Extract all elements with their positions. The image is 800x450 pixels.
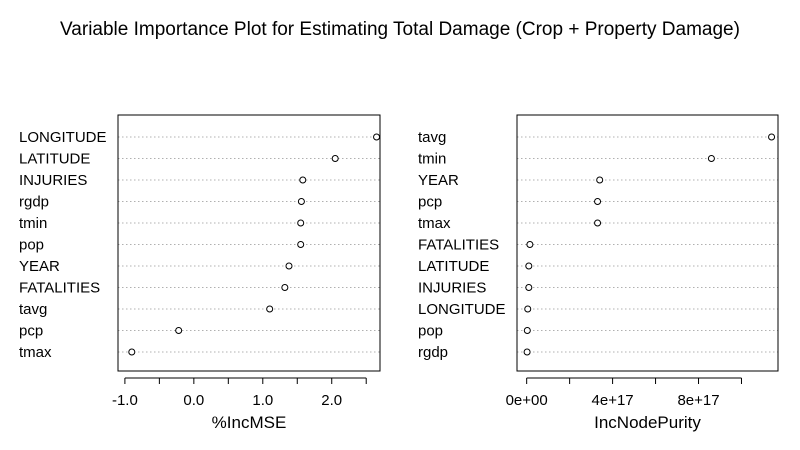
data-point <box>129 349 135 355</box>
data-point <box>708 156 714 162</box>
variable-label: tmax <box>418 215 451 232</box>
data-point <box>298 242 304 248</box>
variable-label: pcp <box>418 194 442 211</box>
variable-label: YEAR <box>19 258 60 275</box>
variable-label: rgdp <box>19 194 49 211</box>
data-point <box>332 156 338 162</box>
data-point <box>524 349 530 355</box>
x-tick-label: 4e+17 <box>592 392 634 409</box>
x-tick-label: 1.0 <box>252 392 273 409</box>
data-point <box>286 263 292 269</box>
variable-label: FATALITIES <box>418 237 499 254</box>
data-point <box>595 199 601 205</box>
variable-label: pop <box>19 237 44 254</box>
variable-label: pop <box>418 323 443 340</box>
data-point <box>526 285 532 291</box>
variable-label: INJURIES <box>418 280 486 297</box>
variable-label: LATITUDE <box>418 258 489 275</box>
x-axis-title: %IncMSE <box>212 413 287 432</box>
variable-label: tmax <box>19 344 52 361</box>
data-point <box>595 220 601 226</box>
variable-label: tavg <box>418 129 446 146</box>
x-axis-title: IncNodePurity <box>594 413 701 432</box>
data-point <box>527 242 533 248</box>
x-tick-label: 2.0 <box>321 392 342 409</box>
data-point <box>525 306 531 312</box>
data-point <box>524 328 530 334</box>
variable-label: LONGITUDE <box>19 129 107 146</box>
data-point <box>769 134 775 140</box>
data-point <box>267 306 273 312</box>
data-point <box>298 220 304 226</box>
panel-incmse: LONGITUDE LATITUDE INJURIES rgdp tmin pop YEAR… <box>19 115 380 432</box>
variable-label: LATITUDE <box>19 151 90 168</box>
figure-title: Variable Importance Plot for Estimating … <box>60 19 740 40</box>
variable-label: tavg <box>19 301 47 318</box>
data-point <box>176 328 182 334</box>
x-tick-label: 0e+00 <box>506 392 548 409</box>
variable-label: YEAR <box>418 172 459 189</box>
variable-label: FATALITIES <box>19 280 100 297</box>
variable-label: INJURIES <box>19 172 87 189</box>
data-point <box>597 177 603 183</box>
plot-frame <box>517 115 778 371</box>
data-point <box>298 199 304 205</box>
variable-label: tmin <box>19 215 47 232</box>
x-tick-label: 8e+17 <box>677 392 719 409</box>
data-point <box>374 134 380 140</box>
x-tick-label: 0.0 <box>183 392 204 409</box>
variable-label: tmin <box>418 151 446 168</box>
plot-frame <box>118 115 380 371</box>
variable-label: rgdp <box>418 344 448 361</box>
data-point <box>282 285 288 291</box>
variable-label: pcp <box>19 323 43 340</box>
data-point <box>300 177 306 183</box>
data-point <box>526 263 532 269</box>
variable-label: LONGITUDE <box>418 301 506 318</box>
x-tick-label: -1.0 <box>112 392 138 409</box>
panel-incnodepurity: tavg tmin YEAR pcp tmax FATALITIES LATITUDE INJ… <box>418 115 778 432</box>
